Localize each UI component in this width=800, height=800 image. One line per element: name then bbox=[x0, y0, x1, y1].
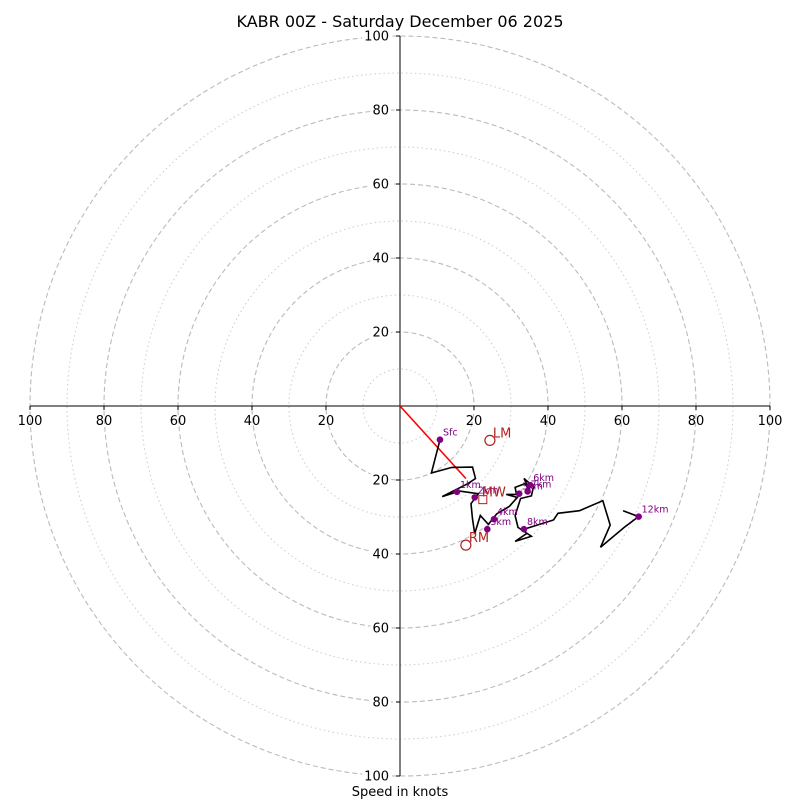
y-tick-label: 60 bbox=[372, 622, 389, 637]
x-tick-label: 60 bbox=[614, 414, 631, 429]
y-tick-label-background bbox=[362, 768, 391, 784]
height-point-12km bbox=[635, 513, 642, 520]
height-point-5km bbox=[515, 490, 523, 497]
height-label-7km: 7km bbox=[531, 479, 552, 490]
shear-vector-line bbox=[399, 405, 467, 480]
height-label-4km: 4km bbox=[497, 507, 518, 518]
chart-title: KABR 00Z - Saturday December 06 2025 bbox=[236, 12, 563, 31]
x-tick-label: 80 bbox=[688, 414, 705, 429]
y-tick-label: 80 bbox=[372, 104, 389, 119]
lm-marker bbox=[484, 434, 496, 447]
height-label-12km: 12km bbox=[642, 505, 669, 516]
y-tick-label: 80 bbox=[372, 696, 389, 711]
height-point-3km bbox=[484, 525, 491, 533]
y-tick-label: 60 bbox=[372, 178, 389, 193]
x-tick-label: 20 bbox=[466, 414, 483, 429]
y-tick-label: 100 bbox=[364, 770, 389, 785]
height-point-sfc bbox=[436, 436, 444, 443]
x-tick-label: 80 bbox=[96, 414, 113, 429]
mw-marker bbox=[478, 495, 488, 505]
x-tick-label: 60 bbox=[170, 414, 187, 429]
x-axis-label: Speed in knots bbox=[352, 785, 449, 800]
height-point-6km bbox=[526, 481, 534, 489]
y-tick-label: 20 bbox=[372, 474, 389, 489]
y-tick-label-background bbox=[370, 176, 391, 192]
y-tick-label-background bbox=[370, 620, 391, 636]
height-markers: Sfc1km2km3km4km5km6km7km8km12km bbox=[436, 428, 669, 533]
height-point-7km bbox=[524, 488, 531, 495]
y-tick-label-background bbox=[370, 324, 391, 340]
y-tick-label: 40 bbox=[372, 252, 389, 267]
y-tick-label-background bbox=[370, 694, 391, 710]
y-tick-label-background bbox=[370, 546, 391, 562]
rm-label: RM bbox=[469, 531, 489, 546]
hodograph-trace bbox=[430, 439, 641, 548]
x-tick-label: 40 bbox=[540, 414, 557, 429]
height-label-8km: 8km bbox=[527, 517, 548, 528]
y-tick-label-background bbox=[370, 102, 391, 118]
y-tick-label: 100 bbox=[364, 30, 389, 45]
x-tick-label: 100 bbox=[758, 414, 783, 429]
height-label-2km: 2km bbox=[478, 485, 499, 496]
y-tick-label-background bbox=[370, 472, 391, 488]
shear-vector bbox=[399, 405, 467, 480]
storm-motion-markers: LM MW RM bbox=[460, 426, 511, 551]
y-tick-label: 20 bbox=[372, 326, 389, 341]
height-point-1km bbox=[453, 488, 461, 496]
height-point-8km bbox=[520, 525, 528, 533]
y-tick-label-background bbox=[362, 28, 391, 44]
height-point-4km bbox=[490, 515, 498, 523]
height-label-sfc: Sfc bbox=[443, 428, 458, 439]
x-tick-label: 40 bbox=[244, 414, 261, 429]
x-tick-label: 20 bbox=[318, 414, 335, 429]
rm-marker bbox=[460, 539, 472, 551]
mw-label: MW bbox=[482, 486, 506, 501]
y-tick-label: 40 bbox=[372, 548, 389, 563]
hodograph-line bbox=[430, 439, 641, 548]
height-label-1km: 1km bbox=[460, 480, 481, 491]
height-label-3km: 3km bbox=[490, 517, 511, 528]
y-tick-label-background bbox=[370, 250, 391, 266]
lm-label: LM bbox=[493, 426, 511, 441]
height-point-2km bbox=[471, 494, 479, 501]
x-tick-label: 100 bbox=[18, 414, 43, 429]
tick-labels: 100 80 60 40 20 20 40 60 80 100 100 80 60 40 20 20 40 60 8… bbox=[18, 28, 783, 785]
height-label-6km: 6km bbox=[533, 473, 554, 484]
